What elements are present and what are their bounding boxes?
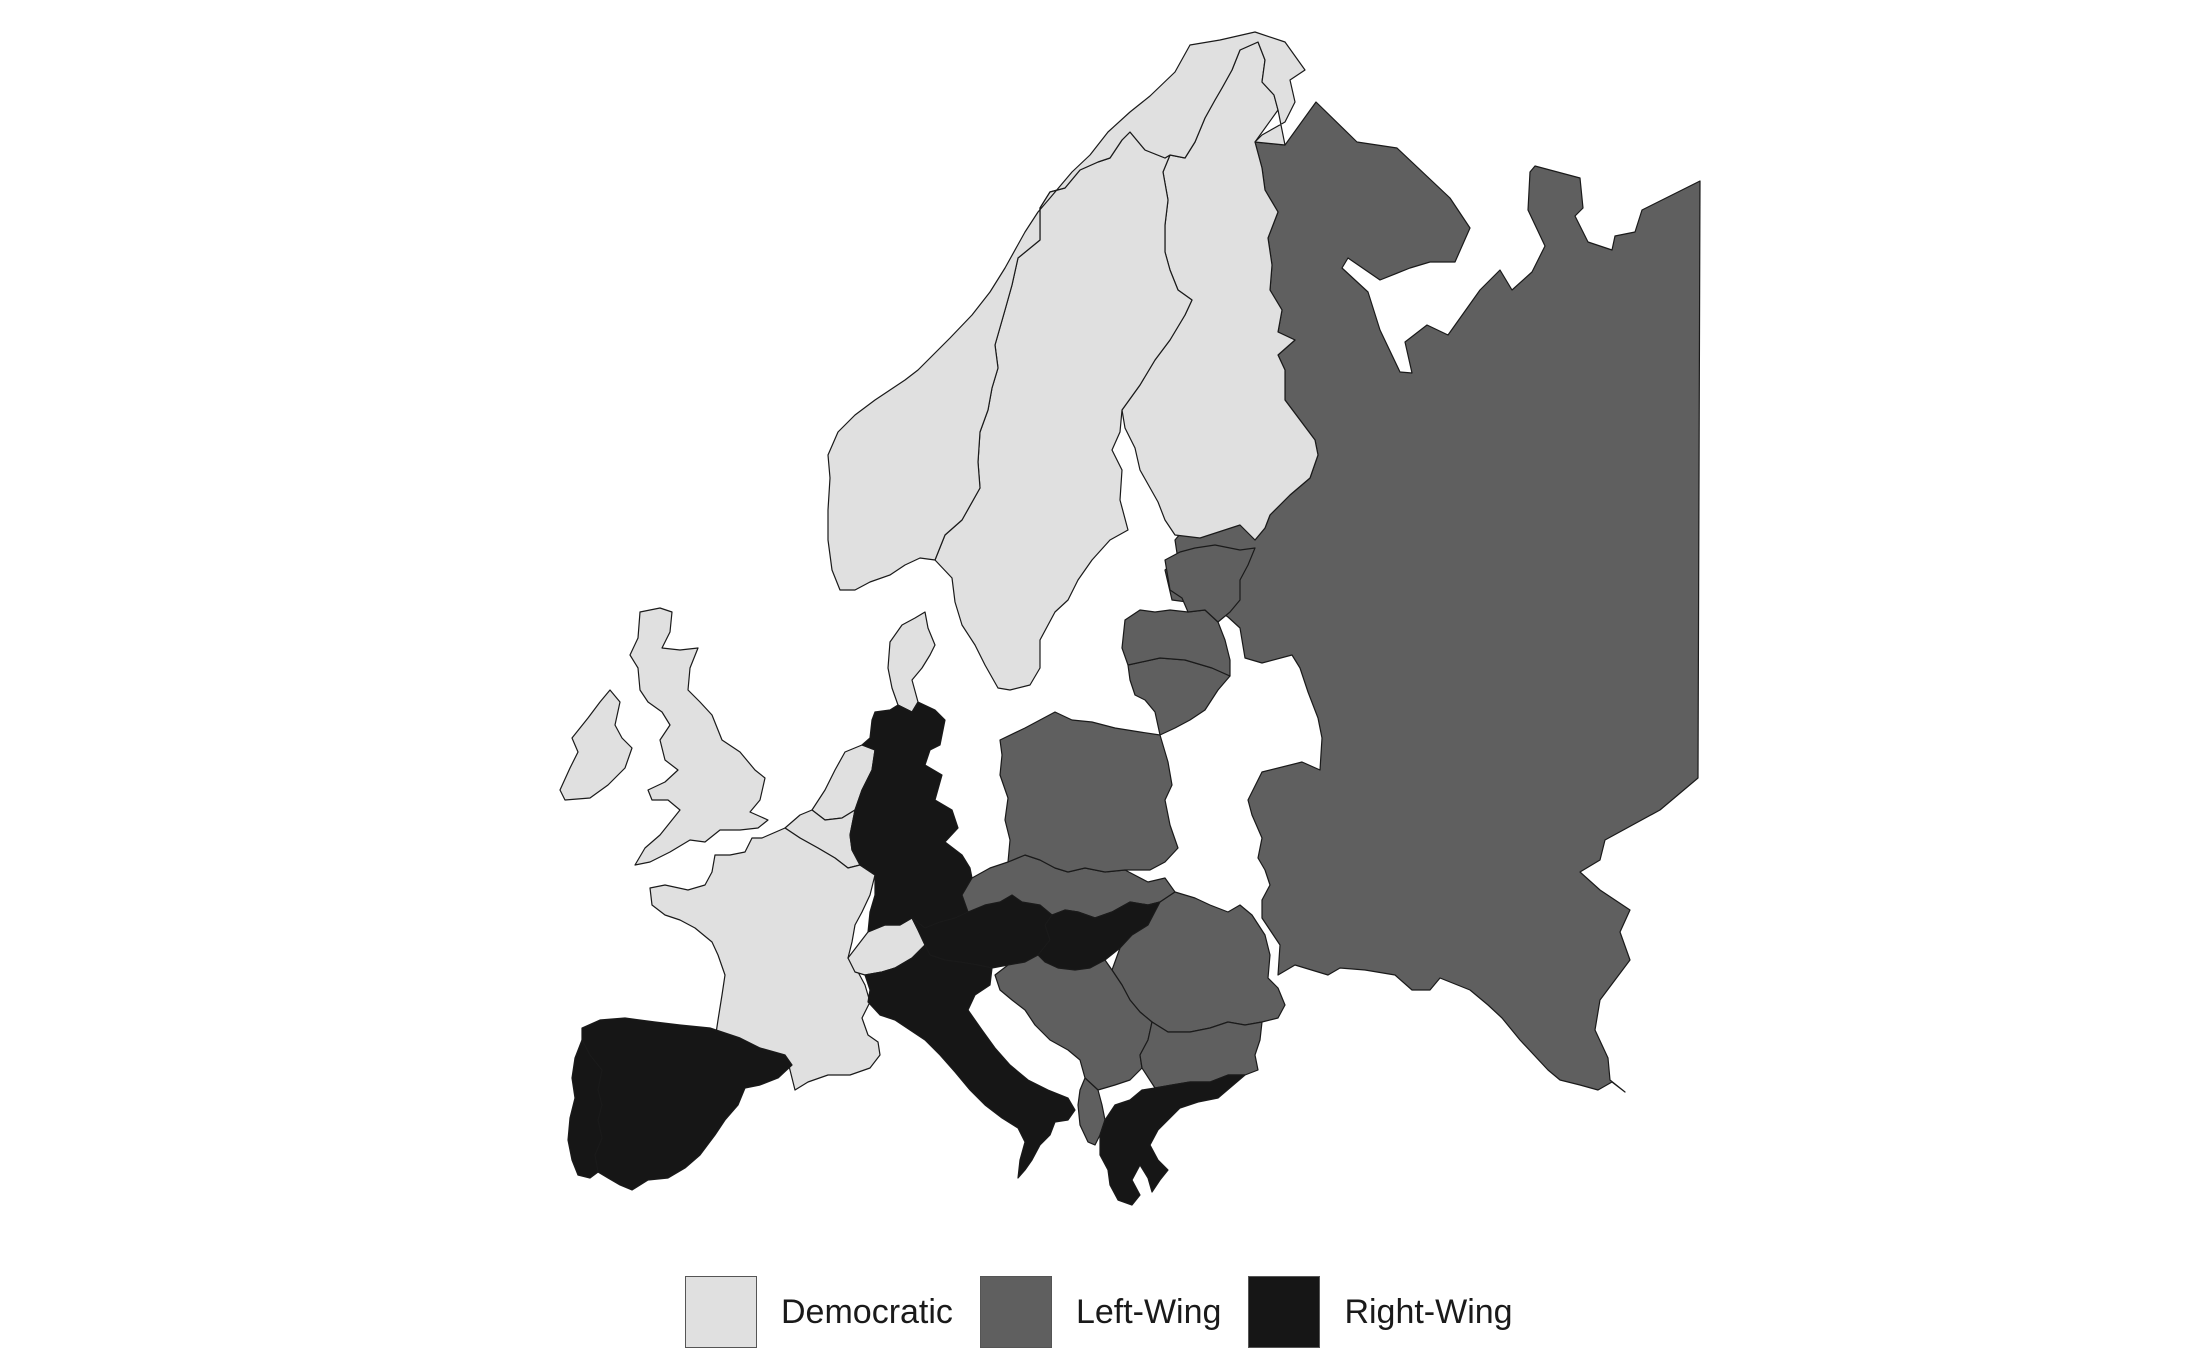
region-latvia [1121, 609, 1231, 677]
legend-item-democratic: Democratic [685, 1276, 953, 1348]
region-albania [1077, 1077, 1106, 1146]
region-poland [999, 711, 1179, 873]
region-greece [1099, 1074, 1246, 1206]
region-great-britain [629, 607, 769, 866]
legend-swatch-democratic [685, 1276, 757, 1348]
region-france [649, 827, 881, 1091]
legend: Democratic Left-Wing Right-Wing [0, 1276, 2187, 1356]
region-italy [864, 944, 1076, 1179]
legend-item-right-wing: Right-Wing [1248, 1276, 1513, 1348]
region-ireland [559, 689, 633, 801]
legend-label-right-wing: Right-Wing [1344, 1292, 1513, 1331]
region-bulgaria [1139, 1021, 1263, 1089]
legend-items: Democratic Left-Wing Right-Wing [685, 1276, 1540, 1348]
region-portugal [567, 1039, 603, 1179]
region-norway [827, 31, 1306, 591]
legend-item-left-wing: Left-Wing [979, 1276, 1222, 1348]
region-denmark [887, 611, 936, 713]
legend-swatch-left-wing [979, 1276, 1052, 1348]
legend-swatch-right-wing [1248, 1276, 1321, 1348]
legend-label-democratic: Democratic [781, 1292, 953, 1331]
legend-label-left-wing: Left-Wing [1075, 1292, 1222, 1331]
region-estonia [1164, 544, 1256, 623]
